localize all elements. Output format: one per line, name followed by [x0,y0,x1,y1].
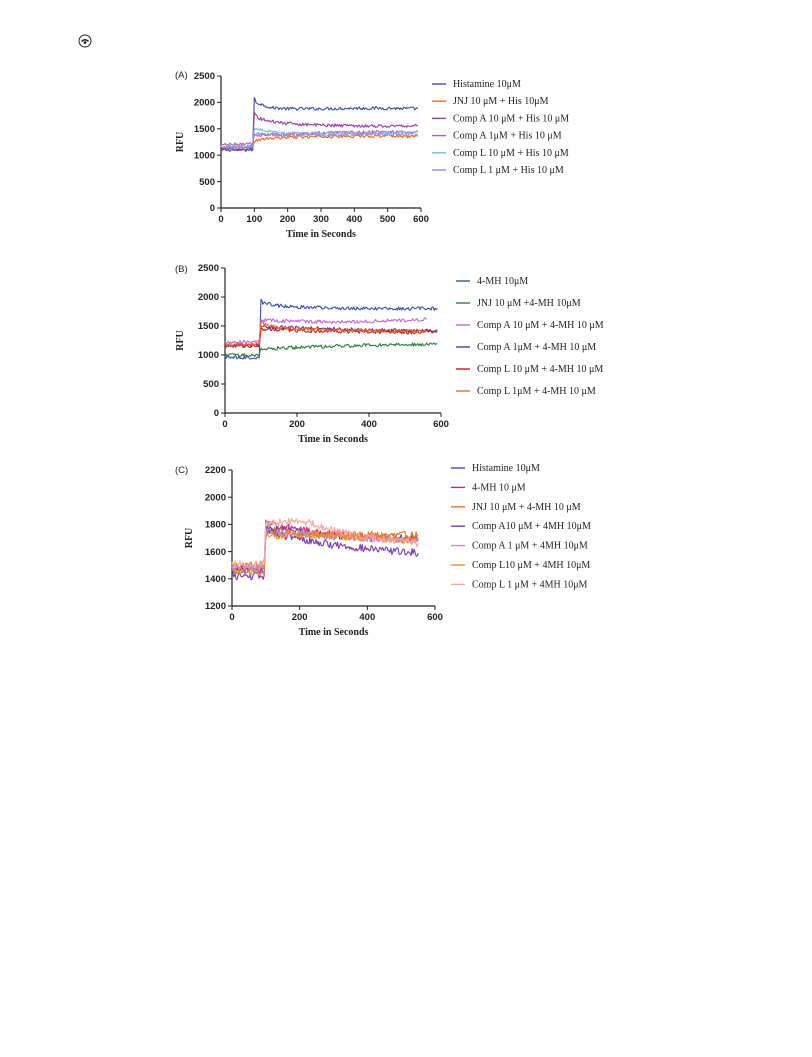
y-tick-label: 1200 [205,601,226,612]
series-line [231,530,419,576]
y-tick-label: 0 [210,203,215,214]
legend-entry: JNJ 10 μM + His 10μM [453,96,549,107]
legend-entry: Comp L10 μM + 4MH 10μM [472,560,590,571]
legend-entry: Comp L 10 μM + 4-MH 10 μM [477,364,603,375]
x-tick-label: 600 [413,214,429,225]
x-tick-label: 600 [427,612,443,623]
y-axis-title: RFU [175,132,186,153]
y-tick-label: 2500 [198,263,219,274]
x-tick-label: 100 [246,214,262,225]
x-tick-label: 200 [292,612,308,623]
y-tick-label: 2000 [198,292,219,303]
legend-entry: Comp L 1 μM + 4MH 10μM [472,579,588,590]
series-line [220,111,418,152]
y-tick-label: 2500 [194,71,215,82]
legend-entry: Comp L 10 μM + His 10 μM [453,148,569,159]
y-tick-label: 1000 [198,350,219,361]
series-line [231,527,419,570]
legend-entry: Comp A 1μM + His 10 μM [453,131,562,142]
legend-entry: Comp A 1μM + 4-MH 10 μM [477,342,596,353]
x-tick-label: 0 [222,419,227,430]
y-tick-label: 1500 [198,321,219,332]
legend-entry: Comp A 1 μM + 4MH 10μM [472,541,588,552]
legend-entry: JNJ 10 μM + 4-MH 10 μM [472,502,581,513]
x-tick-label: 0 [229,612,234,623]
x-tick-label: 400 [346,214,362,225]
legend-entry: 4-MH 10 μM [472,482,526,493]
y-tick-label: 500 [203,379,219,390]
circle-page-marker-icon [78,34,92,48]
x-tick-label: 500 [380,214,396,225]
legend-entry: JNJ 10 μM +4-MH 10μM [477,298,581,309]
legend-entry: Histamine 10μM [472,463,540,474]
x-tick-label: 300 [313,214,329,225]
x-tick-label: 400 [361,419,377,430]
legend-entry: Comp A 10 μM + 4-MH 10 μM [477,320,604,331]
y-tick-label: 0 [214,408,219,419]
legend-entry: Comp A 10 μM + His 10 μM [453,113,569,124]
x-tick-label: 200 [289,419,305,430]
x-tick-label: 600 [433,419,449,430]
series-line [231,526,419,581]
y-tick-label: 500 [199,177,215,188]
x-axis-title: Time in Seconds [286,229,356,240]
y-tick-label: 2000 [205,492,226,503]
legend-entry: 4-MH 10μM [477,276,528,287]
y-axis-title: RFU [175,330,186,351]
legend-entry: Comp L 1μM + 4-MH 10 μM [477,386,596,397]
series-line [224,342,438,358]
y-tick-label: 1500 [194,124,215,135]
legend-entry: Comp A10 μM + 4MH 10μM [472,521,591,532]
y-tick-label: 1000 [194,150,215,161]
x-tick-label: 200 [280,214,296,225]
y-tick-label: 1800 [205,520,226,531]
y-tick-label: 2200 [205,465,226,476]
y-tick-label: 1400 [205,574,226,585]
y-tick-label: 2000 [194,98,215,109]
y-tick-label: 1600 [205,547,226,558]
series-line [224,298,438,360]
x-tick-label: 400 [359,612,375,623]
panel-label: (C) [175,465,188,476]
x-tick-label: 0 [218,214,223,225]
series-line [231,517,419,568]
series-line [224,321,427,347]
legend-entry: Comp L 1 μM + His 10 μM [453,165,564,176]
series-line [220,132,418,150]
x-axis-title: Time in Seconds [298,434,368,445]
legend-entry: Histamine 10μM [453,79,521,90]
panel-label: (A) [175,70,188,81]
x-axis-title: Time in Seconds [299,627,369,638]
y-axis-title: RFU [184,528,195,549]
series-line [224,317,428,345]
panel-label: (B) [175,264,188,275]
